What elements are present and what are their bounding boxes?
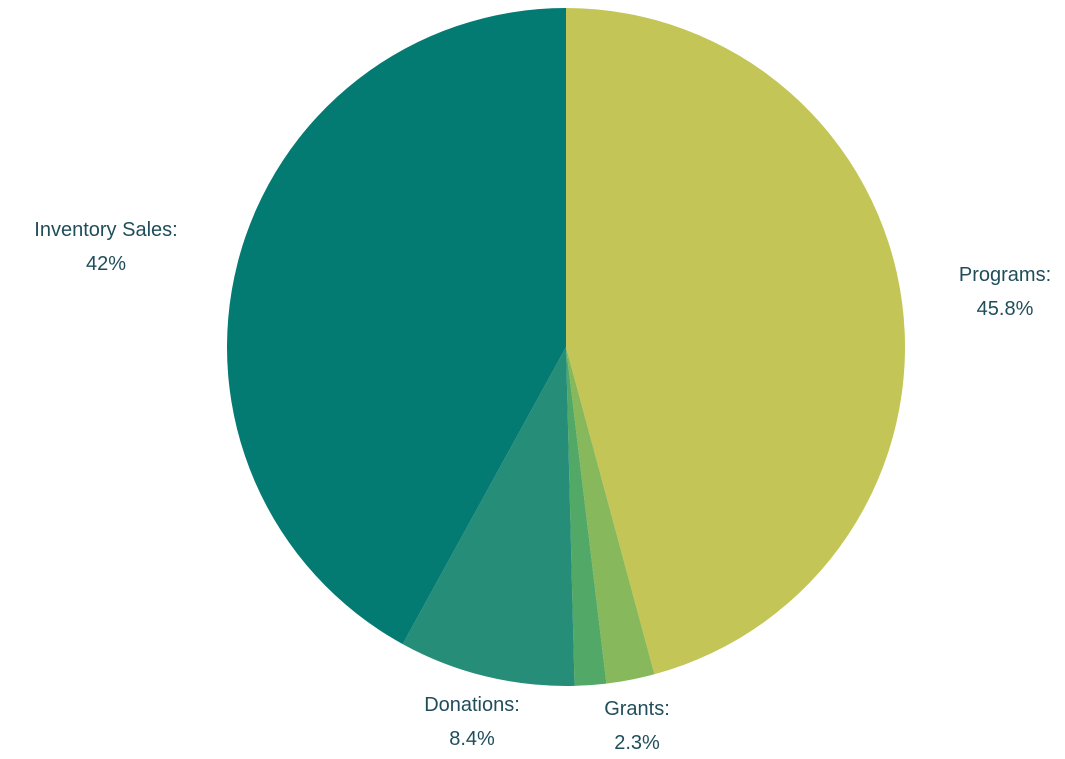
slice-label-grants: Grants:	[604, 698, 670, 720]
pie-slice-donations	[402, 347, 575, 686]
slice-label-inventory-sales: Inventory Sales:	[34, 219, 177, 241]
slice-value-label-programs: 45.8%	[977, 298, 1034, 320]
pie-slice-inventory-sales	[226, 7, 566, 645]
pie-slice-grants	[566, 347, 655, 684]
pie-slices	[226, 7, 906, 686]
slice-value-label-inventory-sales: 42%	[86, 253, 126, 275]
slice-value-label-grants: 2.3%	[614, 732, 660, 754]
pie-slice-programs	[566, 8, 906, 675]
pie-labels: Programs: 45.8% Grants: 2.3% Donations: 8.4% I…	[34, 219, 1051, 754]
pie-slice-unlabeled-2	[566, 347, 607, 686]
slice-value-label-donations: 8.4%	[449, 728, 495, 750]
slice-label-programs: Programs:	[959, 264, 1051, 286]
slice-label-donations: Donations:	[424, 694, 520, 716]
